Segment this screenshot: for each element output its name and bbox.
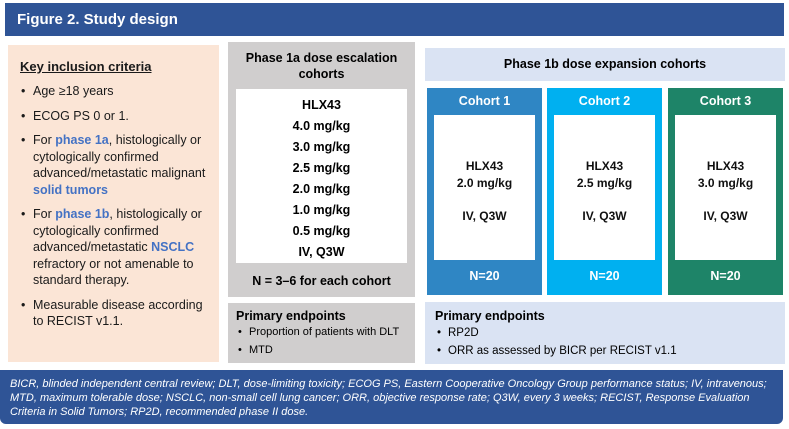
inclusion-item: For phase 1b, histologically or cytologi… <box>20 206 210 289</box>
cohort1-body: HLX43 2.0 mg/kg IV, Q3W <box>434 115 535 260</box>
inclusion-item: Age ≥18 years <box>20 83 210 100</box>
endpoint-item: MTD <box>236 344 409 358</box>
phase1b-title: Phase 1b dose expansion cohorts <box>503 57 707 71</box>
key-inclusion-panel: Key inclusion criteria Age ≥18 years ECO… <box>8 45 219 362</box>
dose-level: 2.0 mg/kg <box>292 182 351 196</box>
dose-schedule: IV, Q3W <box>582 209 627 223</box>
drug-name: HLX43 <box>585 159 624 173</box>
drug-name: HLX43 <box>302 98 341 112</box>
cohort3-n: N=20 <box>710 269 741 283</box>
dose-level: 3.0 mg/kg <box>697 176 754 190</box>
dose-level: 2.5 mg/kg <box>576 176 633 190</box>
endpoints-title: Primary endpoints <box>236 309 346 323</box>
phase1b-endpoints-panel: Primary endpoints RP2D ORR as assessed b… <box>425 302 785 364</box>
cohort1-label: Cohort 1 <box>458 94 511 108</box>
drug-name: HLX43 <box>706 159 745 173</box>
figure-title-bar: Figure 2. Study design <box>5 3 784 36</box>
figure-title: Figure 2. Study design <box>17 11 178 28</box>
inclusion-item: For phase 1a, histologically or cytologi… <box>20 132 210 198</box>
drug-name: HLX43 <box>465 159 504 173</box>
inclusion-item: Measurable disease according to RECIST v… <box>20 297 210 330</box>
dose-level: 0.5 mg/kg <box>292 224 351 238</box>
phase1a-panel: Phase 1a dose escalation cohorts HLX43 4… <box>228 42 415 297</box>
dose-schedule: IV, Q3W <box>298 245 345 259</box>
endpoints-list: RP2D ORR as assessed by BICR per RECIST … <box>435 326 777 359</box>
dose-level: 2.0 mg/kg <box>456 176 513 190</box>
phase1a-dose-box: HLX43 4.0 mg/kg 3.0 mg/kg 2.5 mg/kg 2.0 … <box>236 89 407 263</box>
cohort2-label: Cohort 2 <box>578 94 631 108</box>
cohort3-body: HLX43 3.0 mg/kg IV, Q3W <box>675 115 776 260</box>
endpoint-item: Proportion of patients with DLT <box>236 326 409 340</box>
phase1a-endpoints-panel: Primary endpoints Proportion of patients… <box>228 303 415 363</box>
inclusion-list: Age ≥18 years ECOG PS 0 or 1. For phase … <box>20 83 210 330</box>
endpoint-item: ORR as assessed by BICR per RECIST v1.1 <box>435 344 777 359</box>
cohort1-n: N=20 <box>469 269 500 283</box>
cohort1-box: Cohort 1 HLX43 2.0 mg/kg IV, Q3W N=20 <box>427 88 542 295</box>
cohort2-body: HLX43 2.5 mg/kg IV, Q3W <box>554 115 655 260</box>
cohort2-n: N=20 <box>589 269 620 283</box>
dose-schedule: IV, Q3W <box>703 209 748 223</box>
cohort2-box: Cohort 2 HLX43 2.5 mg/kg IV, Q3W N=20 <box>547 88 662 295</box>
endpoints-list: Proportion of patients with DLT MTD <box>236 326 409 358</box>
dose-level: 4.0 mg/kg <box>292 119 351 133</box>
cohort3-box: Cohort 3 HLX43 3.0 mg/kg IV, Q3W N=20 <box>668 88 783 295</box>
inclusion-title: Key inclusion criteria <box>20 59 152 74</box>
dose-level: 1.0 mg/kg <box>292 203 351 217</box>
endpoints-title: Primary endpoints <box>435 309 545 323</box>
dose-schedule: IV, Q3W <box>462 209 507 223</box>
dose-level: 2.5 mg/kg <box>292 161 351 175</box>
endpoint-item: RP2D <box>435 326 777 341</box>
phase1b-header-band: Phase 1b dose expansion cohorts <box>425 48 785 81</box>
cohort3-label: Cohort 3 <box>699 94 752 108</box>
inclusion-item: ECOG PS 0 or 1. <box>20 108 210 125</box>
abbreviations-footnote: BICR, blinded independent central review… <box>0 370 783 424</box>
phase1a-title: Phase 1a dose escalation cohorts <box>245 51 398 82</box>
phase1a-n-note: N = 3–6 for each cohort <box>252 274 391 288</box>
dose-level: 3.0 mg/kg <box>292 140 351 154</box>
